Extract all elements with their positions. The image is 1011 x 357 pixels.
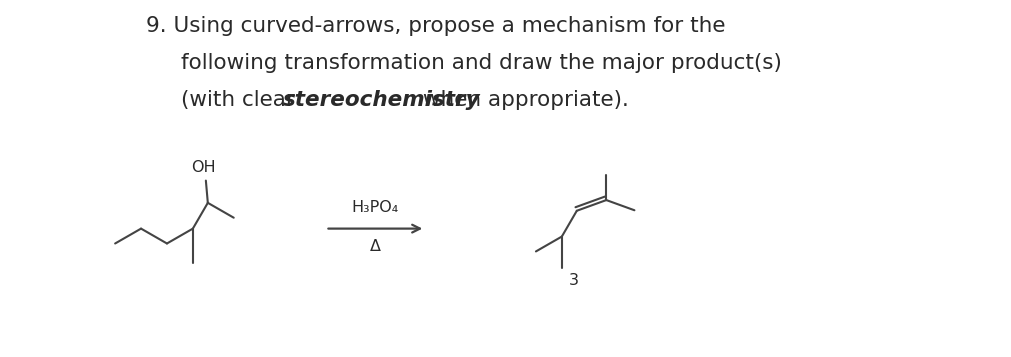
Text: stereochemistry: stereochemistry — [283, 90, 480, 110]
Text: Δ: Δ — [370, 238, 381, 253]
Text: H₃PO₄: H₃PO₄ — [352, 200, 399, 215]
Text: 9. Using curved-arrows, propose a mechanism for the: 9. Using curved-arrows, propose a mechan… — [146, 16, 726, 36]
Text: 3: 3 — [569, 273, 579, 288]
Text: when appropriate).: when appropriate). — [417, 90, 629, 110]
Text: OH: OH — [191, 160, 216, 175]
Text: following transformation and draw the major product(s): following transformation and draw the ma… — [181, 53, 782, 73]
Text: (with clear: (with clear — [181, 90, 301, 110]
